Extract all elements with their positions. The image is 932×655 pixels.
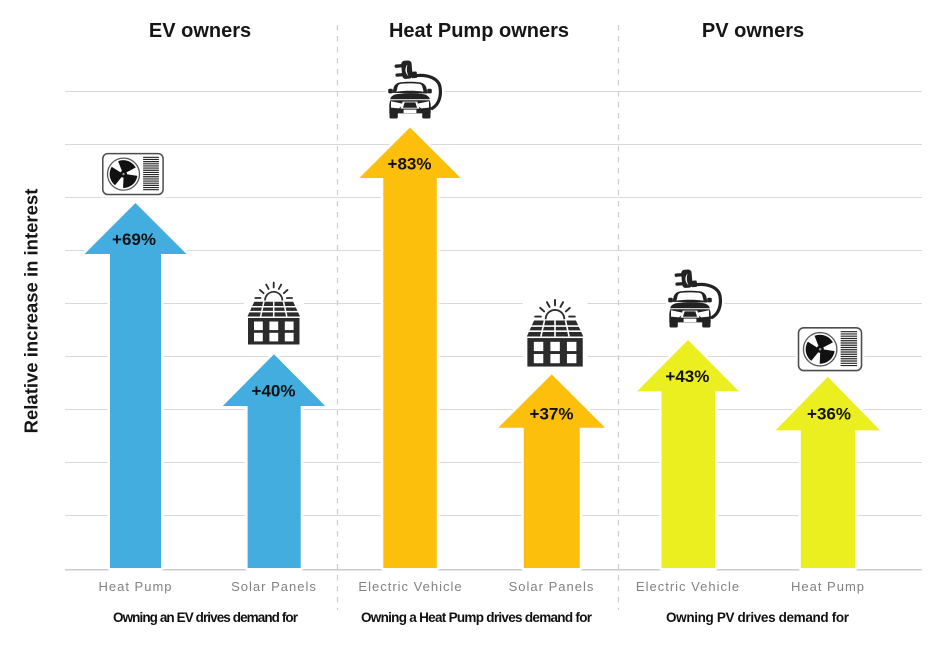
svg-text:+83%: +83%: [388, 154, 432, 173]
svg-text:+36%: +36%: [807, 405, 851, 424]
svg-text:EV owners: EV owners: [149, 20, 251, 42]
svg-text:Solar Panels: Solar Panels: [509, 579, 595, 594]
svg-text:Solar Panels: Solar Panels: [231, 579, 317, 594]
svg-text:Owning an EV drives demand for: Owning an EV drives demand for: [113, 610, 299, 625]
svg-text:Heat Pump: Heat Pump: [98, 579, 172, 594]
svg-text:PV owners: PV owners: [702, 20, 804, 42]
svg-text:Heat Pump: Heat Pump: [791, 579, 865, 594]
svg-text:Relative increase in interest: Relative increase in interest: [21, 189, 42, 434]
svg-text:+40%: +40%: [252, 382, 296, 401]
svg-text:Owning PV drives demand for: Owning PV drives demand for: [666, 610, 850, 625]
svg-text:Electric Vehicle: Electric Vehicle: [358, 579, 462, 594]
svg-text:+69%: +69%: [112, 230, 156, 249]
svg-text:+43%: +43%: [665, 367, 709, 386]
svg-text:Electric Vehicle: Electric Vehicle: [636, 579, 740, 594]
svg-text:+37%: +37%: [530, 405, 574, 424]
svg-text:Owning a Heat Pump drives dema: Owning a Heat Pump drives demand for: [361, 610, 593, 625]
svg-text:Heat Pump owners: Heat Pump owners: [389, 20, 569, 42]
